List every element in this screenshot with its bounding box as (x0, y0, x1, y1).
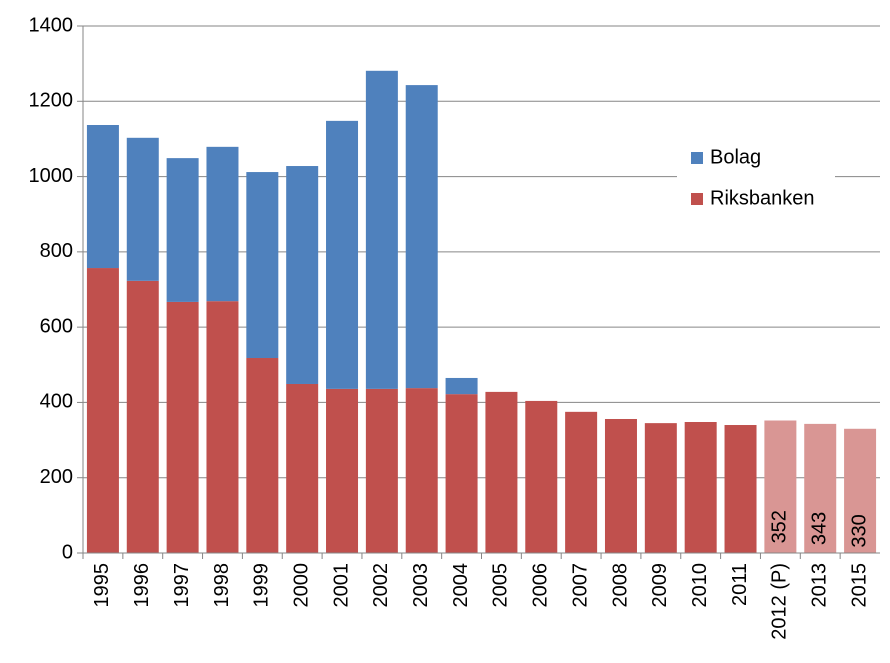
bar (844, 428, 877, 553)
x-tick-label: 2015 (848, 563, 870, 608)
bar (445, 377, 478, 395)
y-tick-label: 1400 (29, 14, 74, 36)
bar (405, 85, 438, 389)
y-tick-label: 400 (40, 391, 73, 413)
x-tick-label: 2009 (649, 563, 671, 608)
data-label: 352 (769, 510, 791, 543)
x-tick-label: 2001 (330, 563, 352, 608)
bar (286, 383, 319, 553)
bar (485, 391, 518, 553)
x-tick-label: 1995 (91, 563, 113, 608)
bar (206, 146, 239, 302)
x-tick-label: 2010 (689, 563, 711, 608)
y-tick-label: 0 (62, 541, 73, 563)
legend-swatch (691, 193, 703, 205)
x-tick-label: 2004 (450, 563, 472, 608)
bar (604, 418, 637, 553)
legend-swatch (691, 152, 703, 164)
bar (525, 400, 558, 553)
bar (286, 166, 319, 384)
bar (644, 423, 677, 553)
x-tick-label: 2003 (410, 563, 432, 608)
data-label: 343 (809, 512, 831, 545)
legend-label: Riksbanken (710, 187, 815, 209)
bar (724, 425, 757, 553)
y-tick-label: 800 (40, 240, 73, 262)
bar (405, 388, 438, 553)
legend-box (677, 140, 835, 216)
x-tick-label: 2006 (530, 563, 552, 608)
bar (365, 70, 398, 389)
bar (445, 394, 478, 553)
x-tick-label: 1998 (211, 563, 233, 608)
bar (126, 280, 159, 553)
bar (764, 420, 797, 553)
bar (326, 120, 359, 389)
bar (86, 268, 119, 553)
bar (365, 388, 398, 553)
bar (246, 172, 279, 359)
y-tick-label: 600 (40, 315, 73, 337)
y-tick-label: 200 (40, 466, 73, 488)
x-tick-label: 2012 (P) (769, 563, 791, 640)
bar (684, 422, 717, 553)
bar (326, 388, 359, 553)
y-tick-label: 1200 (29, 90, 74, 112)
bar (86, 125, 119, 269)
x-tick-label: 2007 (569, 563, 591, 608)
bar (166, 158, 199, 302)
bar (206, 301, 239, 553)
x-tick-label: 2011 (729, 563, 751, 606)
legend-label: Bolag (710, 146, 761, 168)
x-tick-label: 2008 (609, 563, 631, 608)
bar (166, 301, 199, 553)
x-tick-label: 2013 (809, 563, 831, 608)
data-label: 330 (848, 514, 870, 547)
x-tick-label: 2000 (290, 563, 312, 608)
bar (126, 137, 159, 281)
x-tick-label: 2005 (490, 563, 512, 608)
x-tick-label: 2002 (370, 563, 392, 608)
bar (804, 423, 837, 553)
x-tick-label: 1999 (251, 563, 273, 608)
bar (565, 411, 598, 553)
x-tick-label: 1997 (171, 563, 193, 608)
x-tick-label: 1996 (131, 563, 153, 608)
bar (246, 358, 279, 553)
y-tick-label: 1000 (29, 165, 74, 187)
